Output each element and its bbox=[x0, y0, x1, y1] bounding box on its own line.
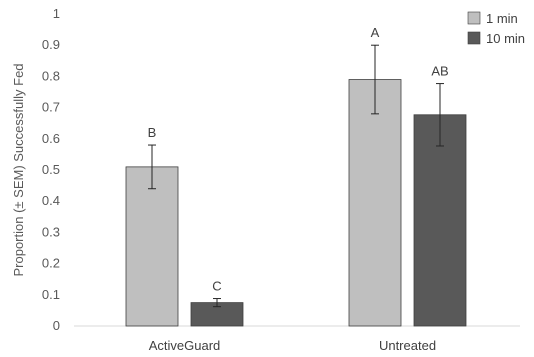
y-tick-label: 0.5 bbox=[42, 162, 60, 177]
legend-label: 10 min bbox=[486, 31, 525, 46]
y-tick-label: 0.1 bbox=[42, 287, 60, 302]
y-tick-label: 0.8 bbox=[42, 68, 60, 83]
legend-label: 1 min bbox=[486, 11, 518, 26]
significance-letter: AB bbox=[431, 64, 448, 79]
y-tick-label: 0.2 bbox=[42, 256, 60, 271]
x-category-label: Untreated bbox=[379, 338, 436, 353]
legend: 1 min 10 min bbox=[467, 11, 525, 46]
y-tick-label: 0.4 bbox=[42, 193, 60, 208]
y-axis-ticks: 0 0.1 0.2 0.3 0.4 0.5 0.6 0.7 0.8 0.9 1 bbox=[42, 6, 60, 333]
y-axis-title: Proportion (± SEM) Successfully Fed bbox=[11, 63, 26, 276]
x-category-label: ActiveGuard bbox=[149, 338, 221, 353]
y-tick-label: 0.9 bbox=[42, 37, 60, 52]
y-tick-label: 0 bbox=[53, 318, 60, 333]
y-tick-label: 1 bbox=[53, 6, 60, 21]
bar bbox=[348, 79, 402, 327]
legend-swatch bbox=[467, 31, 481, 45]
bars: B C A AB bbox=[125, 25, 467, 327]
significance-letter: A bbox=[371, 25, 380, 40]
significance-letter: B bbox=[148, 125, 157, 140]
significance-letter: C bbox=[212, 279, 221, 294]
bar bbox=[413, 114, 467, 327]
y-tick-label: 0.3 bbox=[42, 224, 60, 239]
legend-swatch bbox=[467, 11, 481, 25]
bar bbox=[125, 166, 179, 327]
y-tick-label: 0.7 bbox=[42, 100, 60, 115]
y-tick-label: 0.6 bbox=[42, 131, 60, 146]
x-axis-categories: ActiveGuard Untreated bbox=[149, 338, 436, 353]
